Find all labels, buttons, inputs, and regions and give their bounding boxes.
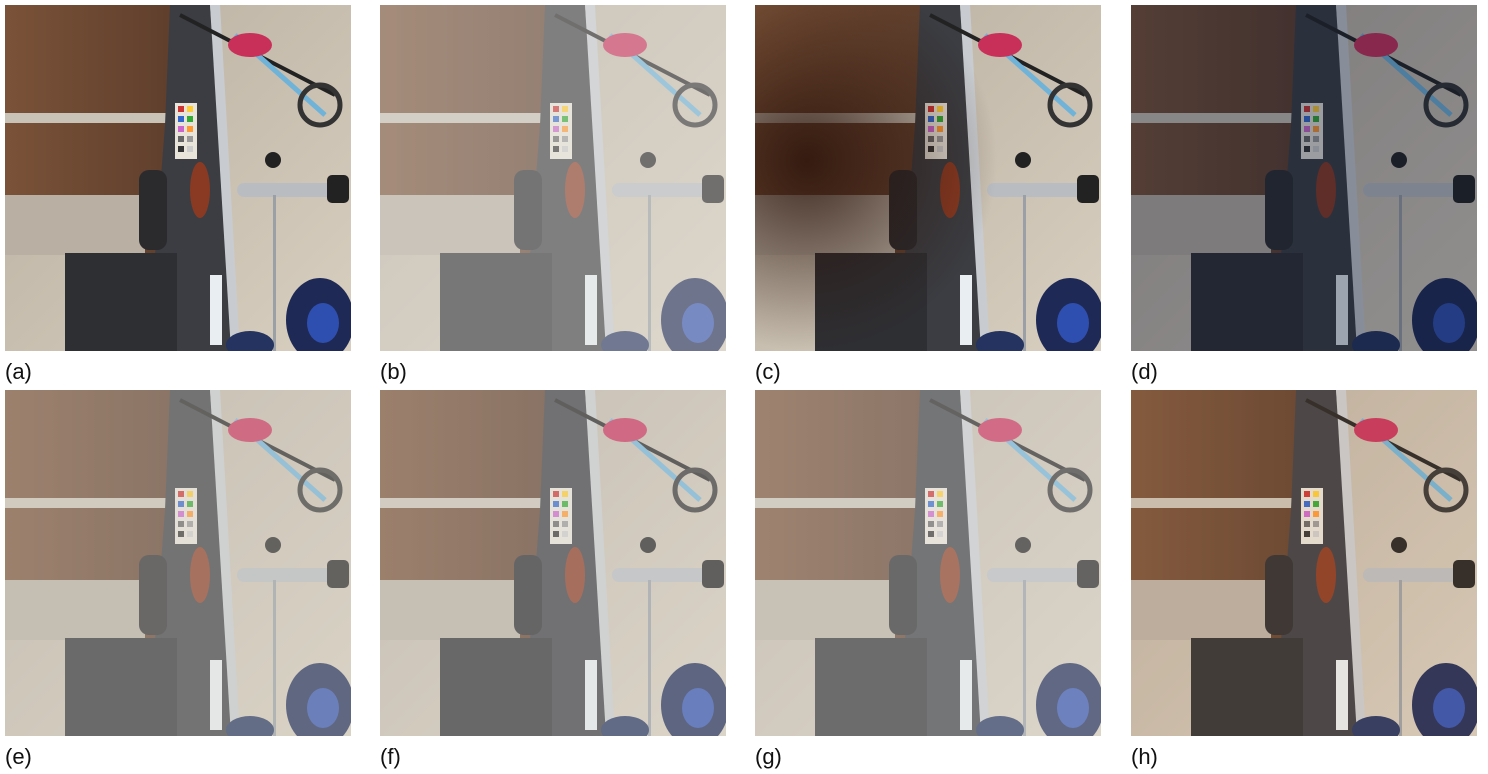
panel-label: (a)	[5, 359, 32, 384]
tone-overlay	[380, 5, 726, 351]
panel-label: (c)	[755, 359, 781, 384]
tone-overlay	[5, 390, 351, 736]
panel-label: (g)	[755, 744, 782, 769]
panel	[755, 390, 1101, 736]
panel	[1131, 390, 1477, 736]
panel-label: (h)	[1131, 744, 1158, 769]
panel-label: (e)	[5, 744, 32, 769]
panel	[1131, 5, 1477, 351]
panel	[380, 5, 726, 351]
tone-overlay	[755, 5, 1101, 351]
tone-overlay	[380, 390, 726, 736]
photo	[5, 5, 354, 362]
panel-label: (f)	[380, 744, 401, 769]
panel	[5, 390, 351, 736]
tone-overlay	[1131, 390, 1477, 736]
panel-label: (b)	[380, 359, 407, 384]
tone-overlay	[755, 390, 1101, 736]
panel	[380, 390, 726, 736]
tone-overlay	[1131, 5, 1477, 351]
panel	[5, 5, 354, 362]
panel	[755, 5, 1101, 351]
panel-label: (d)	[1131, 359, 1158, 384]
